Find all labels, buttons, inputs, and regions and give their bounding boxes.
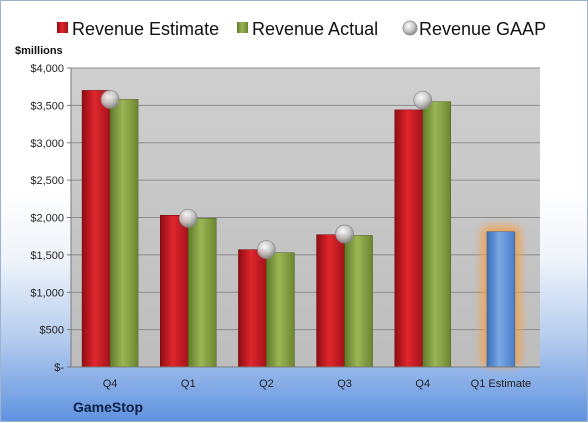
x-tick-label: Q1 <box>181 378 196 390</box>
marker-revenue-gaap <box>257 240 276 260</box>
x-tick-label: Q1 Estimate <box>471 378 532 390</box>
y-tick-label: $- <box>54 362 64 374</box>
x-tick-label: Q4 <box>415 378 430 390</box>
bar-revenue-estimate <box>316 234 345 368</box>
bar-revenue-actual <box>266 252 295 368</box>
x-tick-label: Q4 <box>103 378 118 390</box>
legend: Revenue Estimate Revenue Actual Revenue GA… <box>57 19 546 39</box>
bars <box>81 90 521 368</box>
company-label: GameStop <box>73 399 143 415</box>
legend-label: Revenue Estimate <box>72 19 219 39</box>
y-tick-label: $3,000 <box>30 138 64 150</box>
x-tick-label: Q2 <box>259 378 274 390</box>
bar-revenue-actual <box>422 101 451 368</box>
bar-revenue-actual <box>109 99 139 368</box>
y-tick-label: $1,500 <box>30 250 64 262</box>
bar-revenue-estimate <box>394 109 423 368</box>
y-tick-label: $3,500 <box>30 100 64 112</box>
bar-revenue-estimate <box>160 215 189 368</box>
legend-label: Revenue GAAP <box>419 19 546 39</box>
marker-revenue-gaap <box>335 224 354 244</box>
marker-revenue-gaap <box>178 208 198 228</box>
axes: $- $500 $1,000 $1,500 $2,000 $2,500 $3,000 $3,5… <box>30 63 540 390</box>
y-tick-label: $2,000 <box>30 213 64 225</box>
gaap-markers <box>100 89 433 260</box>
gridlines <box>71 67 540 331</box>
x-tick-label: Q3 <box>337 378 352 390</box>
unit-label: $millions <box>15 45 63 57</box>
y-tick-label: $4,000 <box>30 63 64 75</box>
bar-q1-estimate <box>486 231 516 368</box>
bar-revenue-estimate <box>238 249 267 368</box>
legend-swatch <box>57 22 68 33</box>
y-tick-label: $2,500 <box>30 175 64 187</box>
bar-revenue-estimate <box>81 90 111 368</box>
marker-revenue-gaap <box>100 89 120 109</box>
legend-swatch <box>237 22 248 33</box>
bar-revenue-actual <box>188 217 217 368</box>
y-tick-label: $1,000 <box>30 287 64 299</box>
marker-revenue-gaap <box>413 90 433 110</box>
legend-label: Revenue Actual <box>252 19 378 39</box>
legend-swatch <box>402 20 418 36</box>
bar-revenue-actual <box>344 235 373 368</box>
y-tick-label: $500 <box>40 325 64 337</box>
